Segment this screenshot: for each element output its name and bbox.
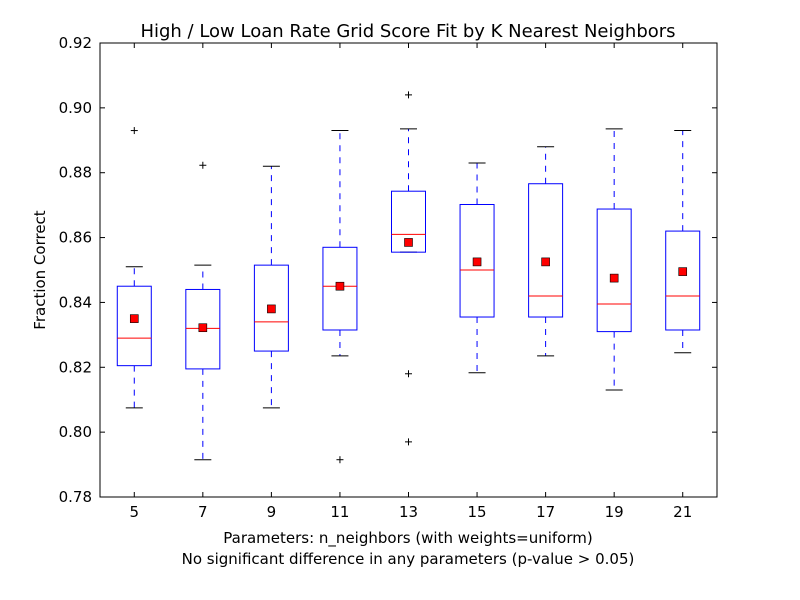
y-tick-label: 0.82 — [59, 358, 92, 376]
y-tick-label: 0.78 — [59, 488, 92, 506]
x-tick-label: 15 — [468, 503, 487, 521]
outlier-point — [130, 127, 138, 135]
outlier-point — [405, 91, 412, 99]
box-group-13 — [391, 91, 426, 446]
y-tick-label: 0.90 — [59, 99, 92, 117]
mean-marker — [404, 238, 413, 247]
y-tick-label: 0.80 — [59, 423, 92, 441]
mean-marker — [267, 304, 276, 314]
x-tick-label: 7 — [198, 503, 208, 521]
box-group-15 — [459, 162, 495, 374]
y-axis: 0.78 0.80 0.82 0.84 0.86 0.88 0.90 0.92 — [59, 34, 717, 506]
mean-marker — [472, 257, 482, 267]
box-group-17 — [528, 146, 564, 357]
iqr-box — [665, 230, 701, 331]
y-tick-label: 0.86 — [59, 229, 92, 247]
x-tick-label: 21 — [673, 503, 692, 521]
plot-area — [116, 91, 701, 464]
outlier-point — [336, 456, 344, 464]
iqr-box — [253, 264, 289, 352]
chart-title: High / Low Loan Rate Grid Score Fit by K… — [140, 21, 675, 42]
box-group-21 — [665, 130, 701, 354]
mean-marker — [129, 314, 139, 323]
iqr-box — [459, 203, 495, 318]
mean-marker — [541, 257, 550, 267]
outlier-point — [405, 370, 412, 378]
x-tick-label: 5 — [130, 503, 140, 521]
y-axis-label: Fraction Correct — [31, 210, 49, 330]
outlier-point — [199, 161, 207, 169]
x-tick-label: 11 — [330, 503, 349, 521]
box-group-9 — [253, 165, 289, 409]
x-tick-label: 13 — [399, 503, 418, 521]
x-axis-subtitle: No significant difference in any paramet… — [182, 550, 635, 568]
y-tick-label: 0.84 — [59, 293, 92, 311]
x-tick-label: 17 — [536, 503, 555, 521]
x-tick-label: 9 — [267, 503, 277, 521]
box-group-7 — [185, 161, 221, 461]
iqr-box — [322, 246, 358, 331]
y-tick-label: 0.88 — [59, 164, 92, 182]
x-axis: 5 7 9 11 13 15 17 19 21 — [130, 43, 692, 521]
box-group-5 — [116, 127, 152, 409]
iqr-box — [116, 285, 152, 367]
box-group-19 — [596, 128, 632, 391]
box-group-11 — [322, 130, 358, 464]
iqr-box — [185, 288, 221, 370]
iqr-box — [391, 190, 426, 253]
x-axis-label: Parameters: n_neighbors (with weights=un… — [223, 529, 592, 548]
iqr-box — [528, 183, 564, 318]
mean-marker — [198, 323, 208, 333]
mean-marker — [678, 267, 688, 276]
y-tick-label: 0.92 — [59, 34, 92, 52]
iqr-box — [596, 208, 632, 333]
outlier-point — [405, 438, 412, 446]
mean-marker — [609, 273, 619, 283]
x-tick-label: 19 — [605, 503, 624, 521]
mean-marker — [335, 281, 345, 291]
